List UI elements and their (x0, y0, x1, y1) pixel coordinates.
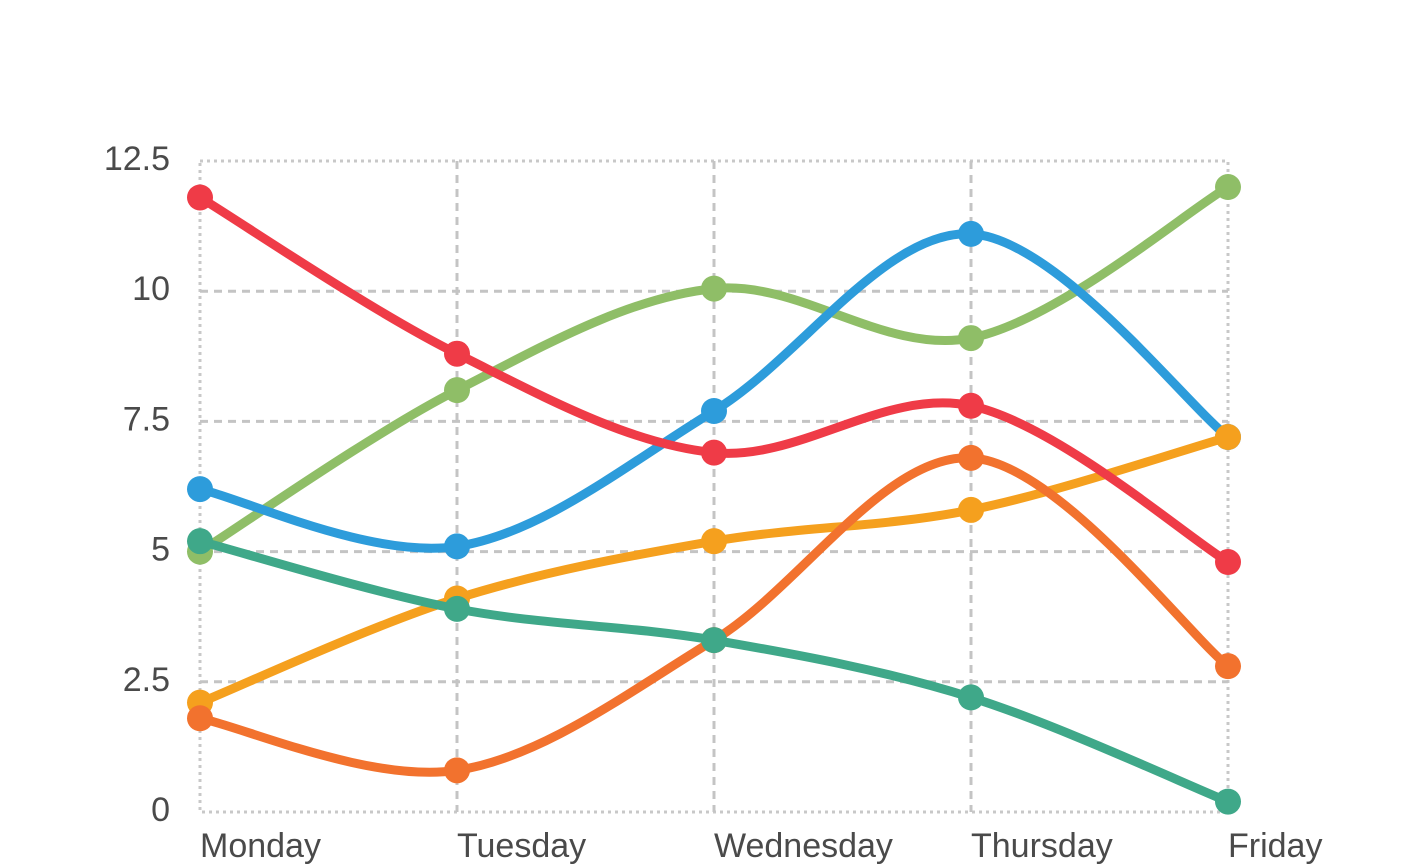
grid (198, 159, 1230, 814)
y-tick-label: 7.5 (123, 400, 170, 438)
data-point (1215, 174, 1241, 201)
data-point (701, 627, 727, 654)
data-point (444, 595, 470, 622)
axes: 0 2.5 5 7.5 10 12.5 Monday Tuesday Wednesday Thur… (104, 140, 1323, 865)
data-point (701, 397, 727, 424)
data-point (187, 528, 213, 555)
data-point (444, 533, 470, 560)
data-point (1215, 788, 1241, 815)
data-point (958, 392, 984, 419)
data-point (444, 340, 470, 367)
series-line (195, 182, 1233, 557)
data-point (958, 444, 984, 471)
x-tick-label: Thursday (971, 827, 1113, 865)
data-point (701, 275, 727, 302)
series-group (187, 174, 1241, 815)
data-point (958, 684, 984, 711)
data-point (701, 528, 727, 555)
x-tick-label: Friday (1228, 827, 1322, 865)
data-point (958, 325, 984, 352)
data-point (444, 757, 470, 784)
data-point (1215, 549, 1241, 576)
y-tick-label: 10 (132, 270, 170, 308)
series-4 (187, 184, 1241, 576)
data-point (958, 496, 984, 523)
data-point (1215, 424, 1241, 451)
y-tick-label: 12.5 (104, 140, 170, 178)
data-point (187, 476, 213, 503)
data-point (187, 184, 213, 211)
y-tick-label: 5 (151, 531, 170, 569)
data-point (701, 439, 727, 466)
data-point (958, 220, 984, 247)
series-5 (187, 528, 1241, 815)
data-point (187, 705, 213, 732)
y-tick-label: 0 (151, 791, 170, 829)
data-point (1215, 653, 1241, 680)
x-tick-label: Tuesday (457, 827, 586, 865)
x-tick-label: Wednesday (714, 827, 893, 865)
x-tick-label: Monday (200, 827, 321, 865)
series-1 (187, 220, 1241, 560)
data-point (444, 377, 470, 404)
y-tick-label: 2.5 (123, 661, 170, 699)
